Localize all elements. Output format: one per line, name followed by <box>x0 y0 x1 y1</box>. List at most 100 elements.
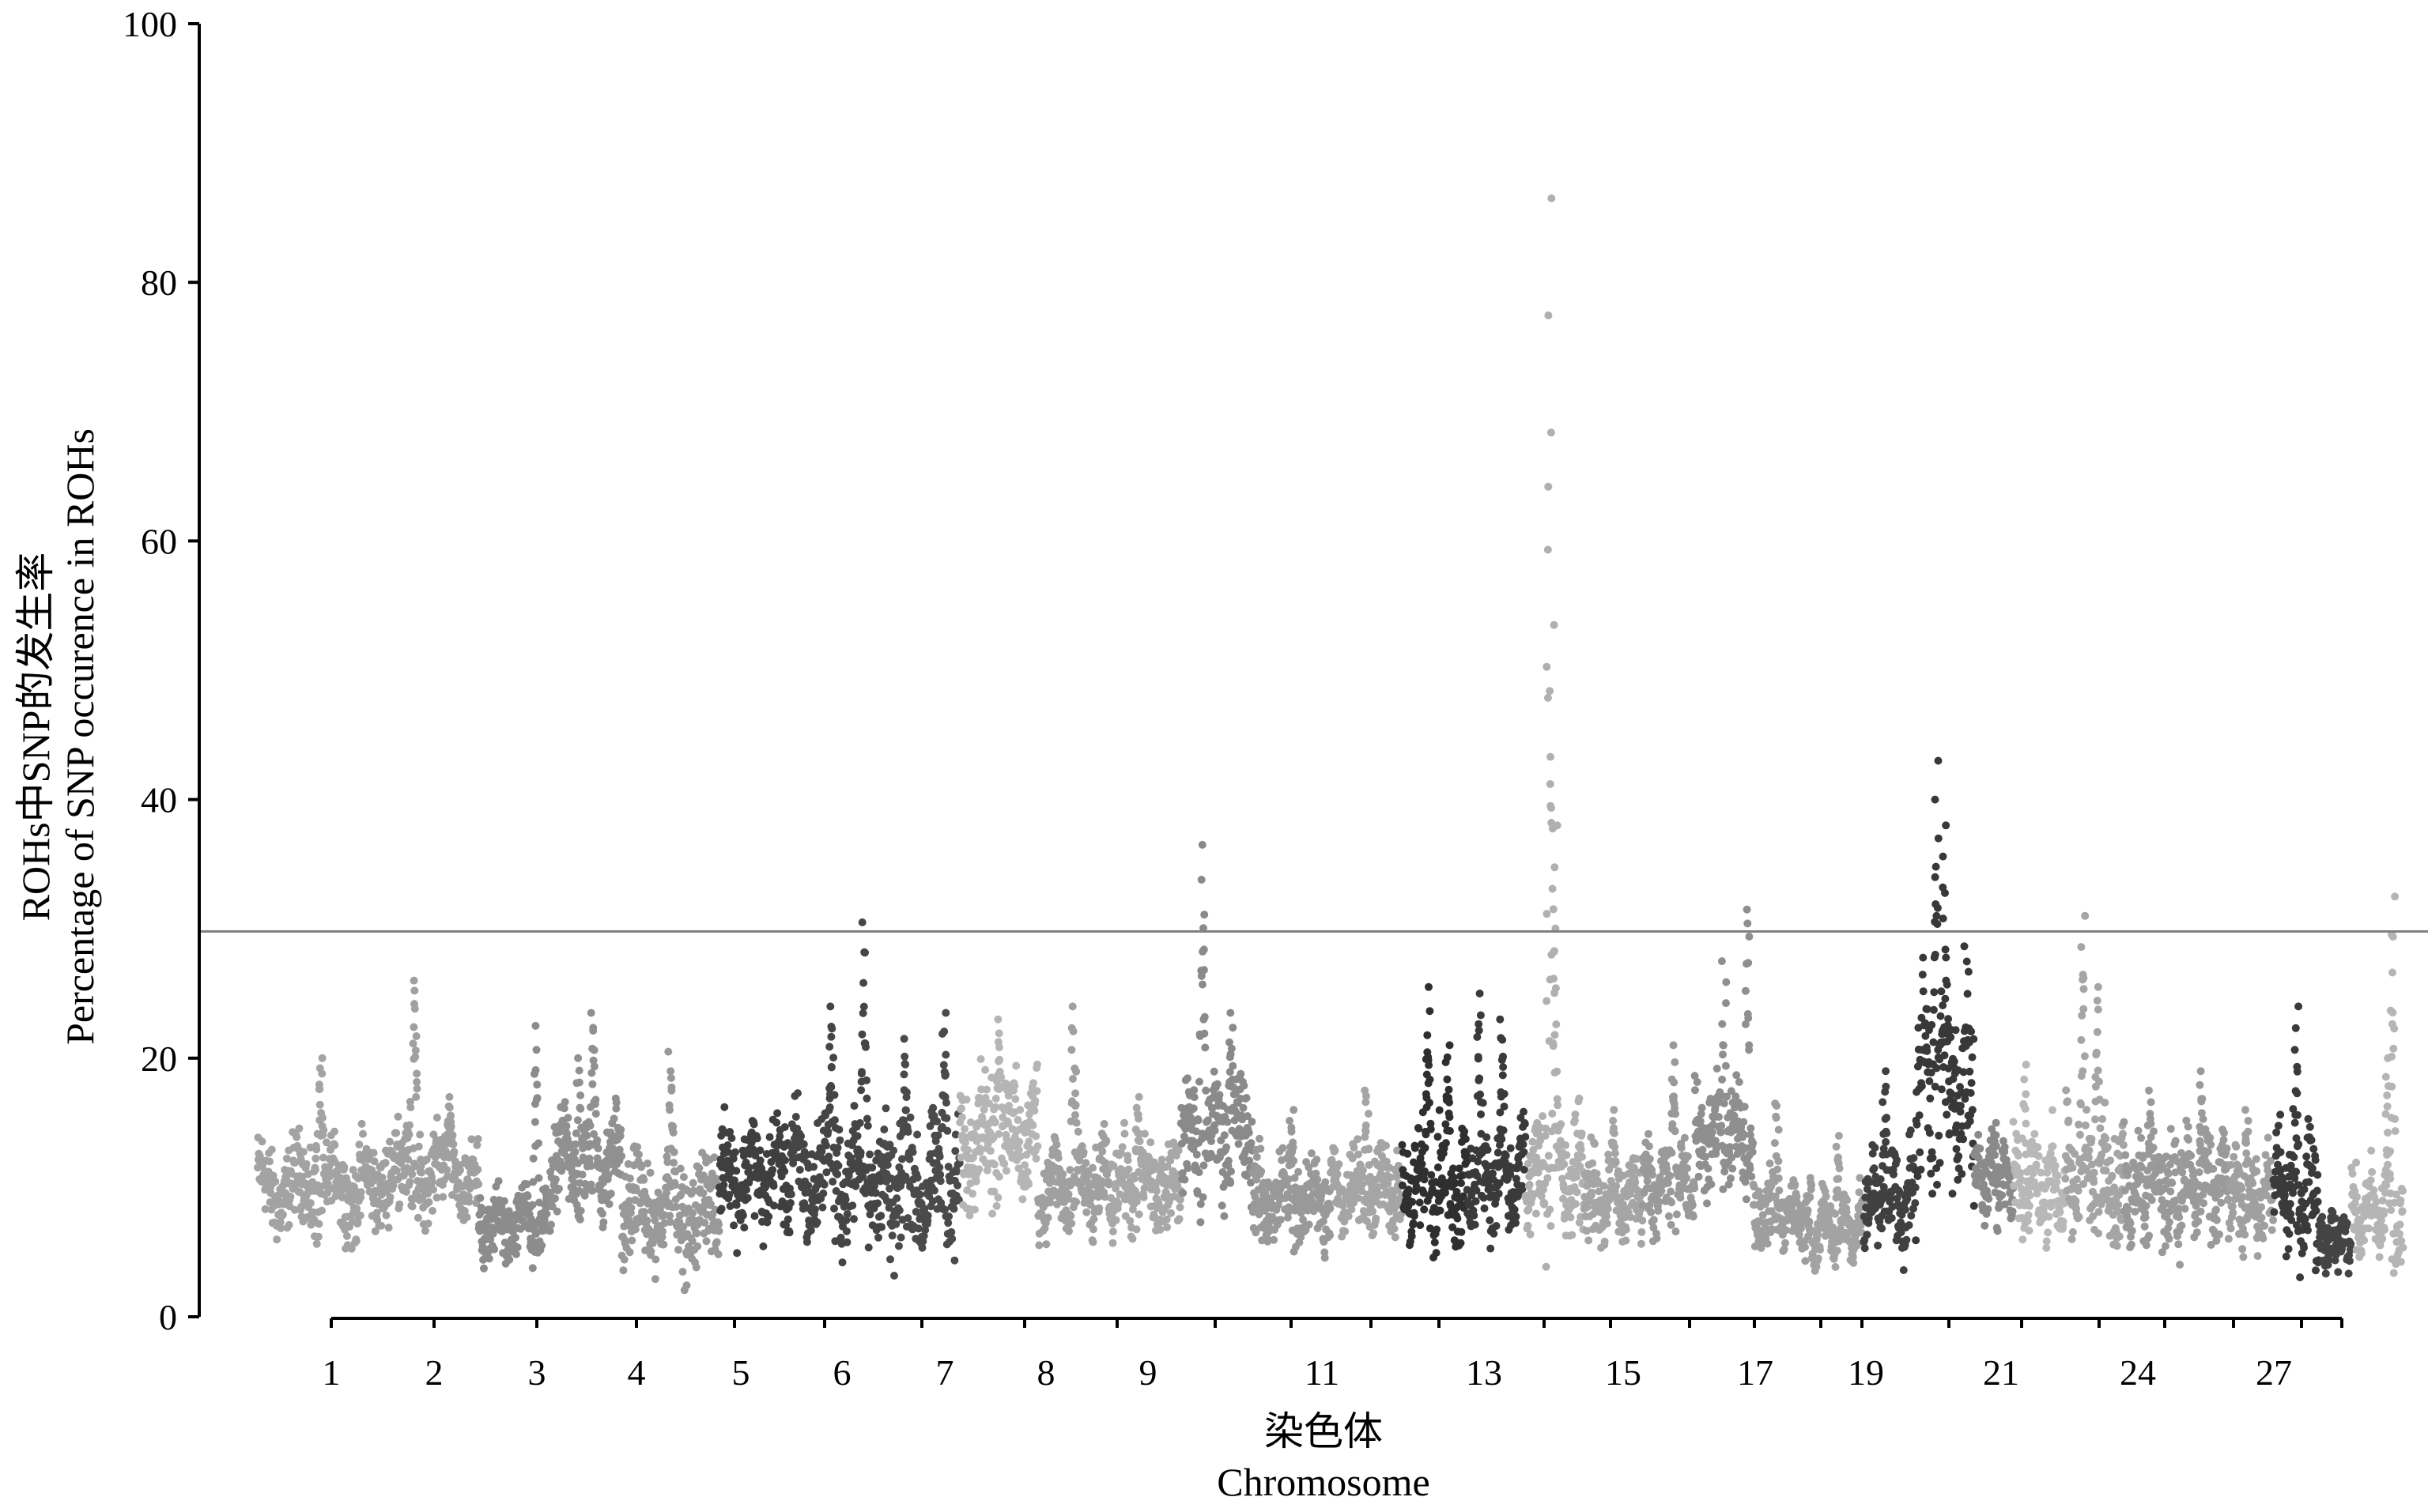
snp-point <box>1449 1164 1457 1173</box>
snp-peak-point <box>1067 1024 1076 1032</box>
snp-peak-point <box>995 1043 1003 1052</box>
snp-peak-point <box>1772 1152 1780 1160</box>
snp-point <box>972 1177 980 1186</box>
snp-point <box>500 1197 508 1205</box>
snp-point <box>571 1140 580 1148</box>
snp-peak-point <box>1547 194 1556 202</box>
snp-point <box>1803 1206 1812 1215</box>
snp-point <box>312 1154 320 1163</box>
snp-point <box>617 1152 626 1160</box>
snp-point <box>429 1186 437 1194</box>
snp-point <box>416 1130 425 1139</box>
snp-point <box>1763 1239 1772 1248</box>
snp-point <box>1418 1159 1426 1168</box>
snp-point <box>1327 1157 1336 1166</box>
snp-point <box>1680 1133 1689 1142</box>
snp-point <box>1870 1164 1879 1173</box>
snp-point <box>1016 1152 1025 1161</box>
snp-peak-point <box>901 1052 909 1061</box>
snp-point <box>1094 1193 1103 1201</box>
snp-point <box>851 1182 860 1190</box>
snp-point <box>1499 1126 1508 1135</box>
y-axis-title: ROHs中SNP的发生率 Percentage of SNP occurence… <box>13 428 102 1045</box>
snp-point <box>991 1118 999 1126</box>
snp-point <box>1677 1144 1686 1152</box>
snp-point <box>1033 1060 1041 1069</box>
snp-point <box>1903 1194 1912 1203</box>
snp-point <box>906 1113 915 1122</box>
snp-point <box>827 1032 836 1041</box>
snp-peak-point <box>1833 1186 1842 1194</box>
snp-point <box>311 1166 319 1174</box>
snp-point <box>1666 1171 1675 1180</box>
snp-point <box>277 1224 285 1232</box>
snp-peak-point <box>1546 687 1554 696</box>
snp-point <box>381 1159 390 1167</box>
snp-point <box>950 1205 958 1213</box>
snp-point <box>1960 942 1969 951</box>
snp-point <box>797 1132 806 1141</box>
snp-point <box>408 1170 417 1178</box>
snp-point <box>394 1112 402 1121</box>
snp-point <box>1493 1148 1502 1157</box>
snp-point <box>258 1137 266 1146</box>
snp-point <box>538 1241 546 1250</box>
snp-point <box>1244 1129 1253 1137</box>
snp-point <box>651 1216 659 1225</box>
snp-point <box>953 1181 961 1190</box>
snp-point <box>1807 1181 1816 1190</box>
snp-point <box>769 1182 778 1190</box>
snp-point <box>1928 1190 1937 1198</box>
snp-point <box>900 1116 908 1125</box>
snp-point <box>410 986 419 995</box>
snp-point <box>1918 971 1927 979</box>
snp-point <box>1959 1068 1968 1076</box>
snp-point <box>1739 1130 1748 1139</box>
snp-point <box>647 1247 655 1256</box>
snp-point <box>838 1258 847 1267</box>
snp-point <box>1535 1179 1543 1188</box>
snp-point <box>1622 1225 1630 1234</box>
snp-peak-point <box>1667 1109 1676 1118</box>
snp-point <box>1925 1129 1934 1137</box>
snp-peak-point <box>1422 1055 1430 1064</box>
snp-point <box>1947 1089 1956 1098</box>
snp-peak-point <box>1718 1020 1727 1028</box>
snp-peak-point <box>315 1116 324 1125</box>
snp-point <box>626 1175 634 1182</box>
snp-point <box>1455 1164 1463 1173</box>
snp-point <box>617 1126 625 1134</box>
plot-points <box>254 194 2407 1295</box>
snp-peak-point <box>1425 982 1433 991</box>
snp-point <box>1070 1172 1078 1181</box>
snp-point <box>983 1166 991 1175</box>
snp-point <box>651 1255 660 1264</box>
snp-point <box>765 1212 773 1221</box>
snp-point <box>266 1157 274 1166</box>
snp-point <box>848 1201 857 1210</box>
snp-point <box>261 1205 270 1213</box>
snp-point <box>863 1122 872 1130</box>
snp-point <box>523 1192 532 1201</box>
snp-point <box>770 1201 778 1210</box>
snp-peak-point <box>1550 1031 1559 1039</box>
snp-peak-point <box>1068 1002 1077 1011</box>
snp-point <box>1432 1249 1441 1257</box>
snp-point <box>1848 1253 1857 1261</box>
snp-peak-point <box>1200 911 1209 919</box>
snp-peak-point <box>1543 545 1552 554</box>
snp-peak-point <box>576 1091 585 1099</box>
snp-point <box>591 1110 600 1118</box>
snp-point <box>1919 953 1928 962</box>
snp-point <box>1500 1103 1509 1110</box>
snp-point <box>1490 1229 1498 1238</box>
snp-point <box>934 1131 942 1140</box>
chromosome-3-points <box>474 1021 554 1273</box>
snp-point <box>833 1144 842 1152</box>
snp-point <box>1645 1155 1654 1163</box>
snp-point <box>1654 1207 1663 1215</box>
snp-point <box>1562 1151 1571 1159</box>
snp-point <box>561 1098 569 1107</box>
snp-point <box>1512 1212 1520 1221</box>
snp-point <box>961 1125 969 1133</box>
